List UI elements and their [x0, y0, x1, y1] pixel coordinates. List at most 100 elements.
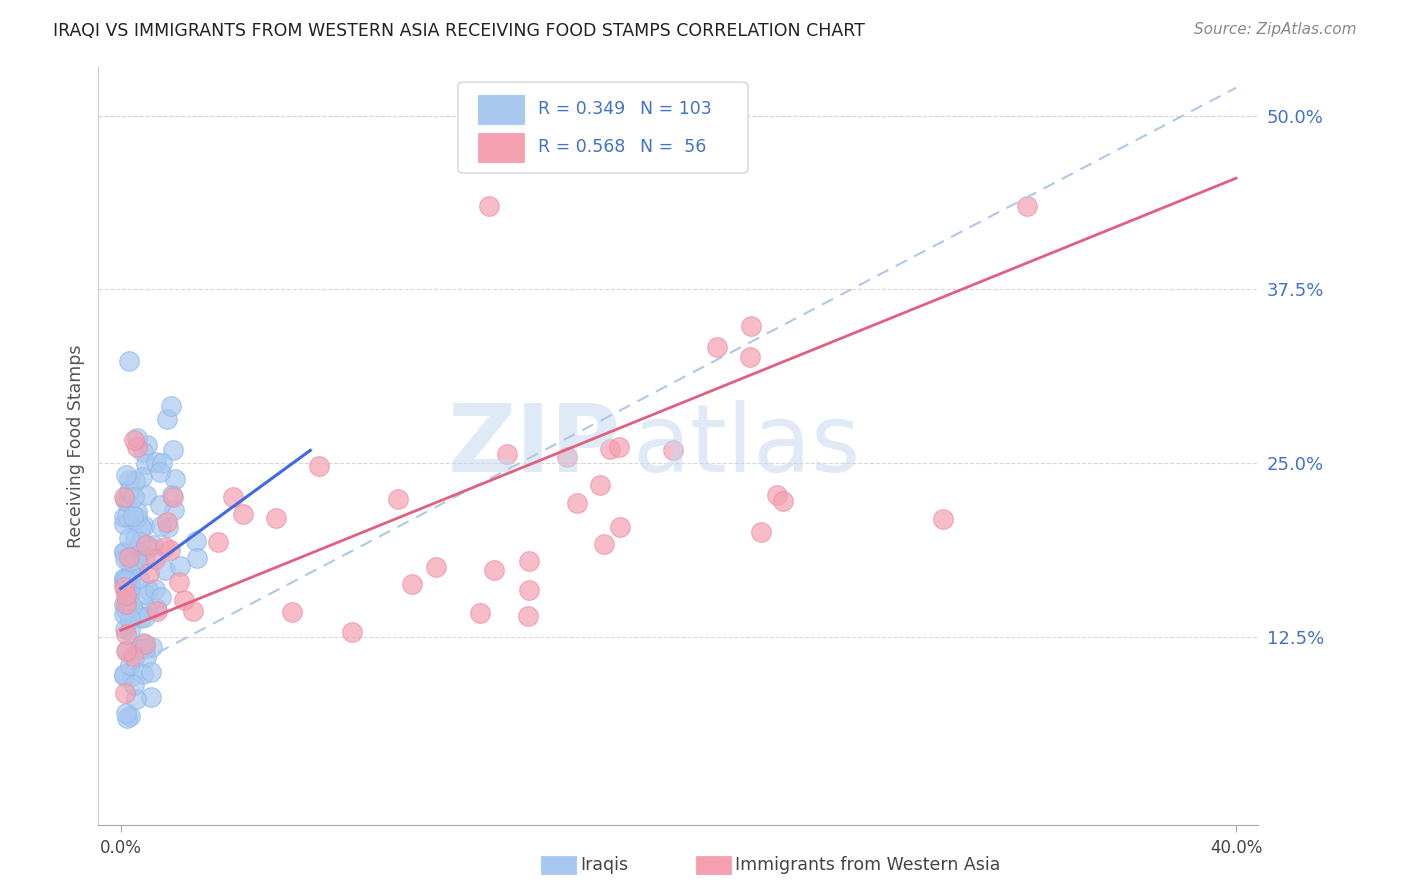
Point — [139, 665, 162, 679]
Point — [264, 510, 287, 524]
Point — [122, 490, 145, 504]
Point — [129, 535, 152, 549]
Point — [181, 604, 204, 618]
Point — [706, 340, 728, 354]
Point — [281, 605, 304, 619]
Point — [141, 640, 163, 654]
Point — [134, 610, 156, 624]
Point — [118, 549, 141, 564]
Point — [186, 534, 208, 549]
Point — [118, 580, 141, 594]
Point — [114, 623, 136, 637]
Point — [160, 399, 183, 413]
Text: IRAQI VS IMMIGRANTS FROM WESTERN ASIA RECEIVING FOOD STAMPS CORRELATION CHART: IRAQI VS IMMIGRANTS FROM WESTERN ASIA RE… — [53, 22, 865, 40]
Point — [127, 510, 149, 524]
Text: R = 0.568: R = 0.568 — [538, 138, 626, 156]
Point — [117, 711, 139, 725]
Point — [340, 624, 363, 639]
Point — [749, 525, 772, 540]
Point — [122, 648, 145, 663]
FancyBboxPatch shape — [458, 82, 748, 173]
Point — [135, 537, 157, 551]
Point — [115, 494, 138, 508]
Point — [118, 590, 141, 604]
Point — [112, 576, 135, 591]
Point — [121, 669, 143, 683]
Point — [134, 518, 156, 533]
Point — [146, 604, 169, 618]
Point — [136, 601, 159, 615]
Text: Source: ZipAtlas.com: Source: ZipAtlas.com — [1194, 22, 1357, 37]
Point — [738, 350, 761, 364]
Point — [135, 457, 157, 471]
Point — [112, 667, 135, 681]
Text: atlas: atlas — [633, 400, 860, 492]
Point — [115, 573, 138, 587]
Point — [169, 558, 191, 573]
Point — [125, 691, 148, 706]
Point — [589, 478, 612, 492]
Point — [138, 566, 160, 581]
Point — [114, 468, 136, 483]
Point — [470, 606, 492, 620]
Point — [112, 490, 135, 504]
Point — [165, 472, 187, 486]
Text: Iraqis: Iraqis — [581, 856, 628, 874]
Point — [112, 597, 135, 611]
Point — [145, 601, 167, 615]
Point — [766, 488, 789, 502]
Point — [156, 412, 179, 426]
Point — [127, 557, 149, 571]
Point — [121, 599, 143, 613]
Point — [112, 517, 135, 532]
Point — [115, 643, 138, 657]
Point — [156, 520, 179, 534]
Point — [134, 549, 156, 563]
Point — [167, 574, 190, 589]
Point — [118, 658, 141, 673]
Point — [112, 570, 135, 584]
Point — [142, 538, 165, 552]
Point — [112, 572, 135, 586]
Point — [772, 494, 794, 508]
Y-axis label: Receiving Food Stamps: Receiving Food Stamps — [66, 344, 84, 548]
Point — [112, 580, 135, 594]
Point — [139, 690, 162, 704]
Point — [134, 640, 156, 655]
Point — [484, 563, 506, 577]
Point — [131, 520, 153, 534]
Point — [114, 582, 136, 596]
Point — [308, 459, 330, 474]
Point — [132, 636, 155, 650]
Point — [662, 442, 685, 457]
Point — [478, 199, 501, 213]
Point — [134, 637, 156, 651]
Text: ZIP: ZIP — [447, 400, 620, 492]
Point — [149, 465, 172, 479]
Point — [125, 607, 148, 622]
Point — [153, 563, 176, 577]
Point — [173, 592, 195, 607]
Point — [163, 503, 186, 517]
Point — [496, 447, 519, 461]
Point — [517, 582, 540, 597]
Point — [932, 512, 955, 526]
Point — [129, 641, 152, 656]
Point — [124, 513, 146, 527]
Point — [114, 551, 136, 566]
Point — [115, 588, 138, 602]
Point — [132, 667, 155, 681]
Point — [112, 669, 135, 683]
Point — [118, 473, 141, 487]
Point — [143, 582, 166, 596]
Point — [134, 586, 156, 600]
Point — [115, 590, 138, 604]
Point — [127, 431, 149, 445]
Point — [517, 609, 540, 624]
Point — [599, 442, 621, 456]
Point — [425, 560, 447, 574]
Point — [115, 592, 138, 607]
Point — [118, 354, 141, 368]
Point — [150, 456, 173, 470]
Point — [122, 651, 145, 665]
